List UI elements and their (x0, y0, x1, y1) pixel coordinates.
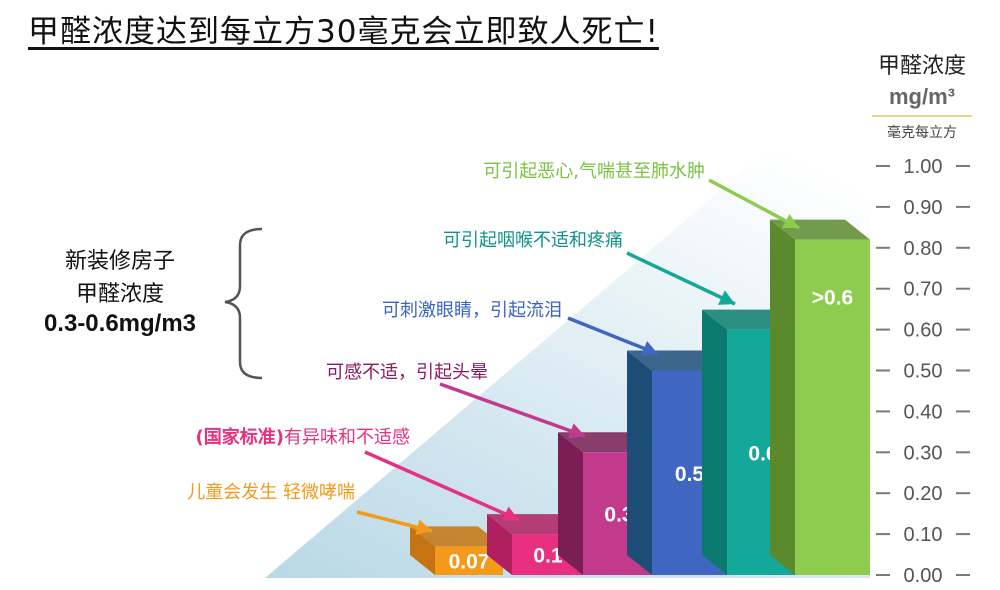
page-title: 甲醛浓度达到每立方30毫克会立即致人死亡! (28, 14, 659, 50)
annotation-arrow-head (568, 423, 585, 439)
y-tick-label: 0.70 (904, 279, 943, 301)
annotation-text: 可感不适，引起头晕 (326, 362, 488, 383)
annotation-arrow-head (641, 341, 658, 356)
annotation-body: 儿童会发生 轻微哮喘 (187, 482, 355, 503)
annotation-2: 可感不适，引起头晕 (326, 362, 586, 439)
annotation-body: 可引起咽喉不适和疼痛 (443, 230, 623, 251)
bar-side (627, 350, 652, 575)
bar-side (702, 309, 727, 575)
annotation-arrow-head (718, 290, 735, 305)
annotation-arrow-head (782, 213, 799, 228)
y-tick-label: 0.20 (904, 483, 943, 505)
bar-label: 0.5 (675, 463, 705, 486)
side-note-line2: 甲醛浓度 (75, 282, 164, 307)
annotation-arrow-head (502, 506, 519, 522)
annotation-text: 可引起咽喉不适和疼痛 (443, 230, 623, 251)
annotation-body: 有异味和不适感 (284, 427, 410, 448)
bar-top (410, 526, 503, 547)
y-tick-label: 1.00 (904, 156, 943, 178)
annotation-text: 可刺激眼睛，引起流泪 (382, 300, 562, 321)
bar-label: 0.1 (533, 545, 563, 568)
bar-side (410, 526, 435, 575)
annotation-arrow-head (415, 519, 432, 536)
annotation-5: 可引起恶心,气喘甚至肺水肿 (483, 161, 800, 230)
bar-front (795, 239, 870, 575)
side-note-range: 0.3-0.6mg/m3 (43, 310, 197, 337)
y-axis-subtitle: 毫克每立方 (887, 124, 957, 141)
annotation-text: (国家标准)有异味和不适感 (196, 426, 410, 448)
annotation-3: 可刺激眼睛，引起流泪 (382, 300, 659, 356)
bar-label: 0.3 (604, 504, 633, 527)
bar-side (558, 432, 583, 575)
annotation-prefix: (国家标准) (196, 426, 284, 448)
y-axis-title: 甲醛浓度 (878, 54, 966, 79)
annotation-4: 可引起咽喉不适和疼痛 (443, 230, 736, 306)
y-tick-label: 0.10 (904, 524, 943, 546)
annotation-arrow-line (626, 251, 736, 306)
y-tick-label: 0.00 (904, 565, 943, 587)
y-tick-label: 0.30 (904, 442, 943, 464)
side-brace (224, 227, 263, 380)
annotations-group: 儿童会发生 轻微哮喘 (国家标准)有异味和不适感 可感不适，引起头晕 可刺激眼睛，引起… (187, 161, 800, 536)
annotation-text: 可引起恶心,气喘甚至肺水肿 (483, 161, 705, 182)
y-axis-unit: mg/m³ (889, 84, 955, 109)
annotation-arrow-line (364, 450, 520, 522)
annotation-1: (国家标准)有异味和不适感 (196, 426, 520, 522)
annotation-text: 儿童会发生 轻微哮喘 (187, 482, 355, 503)
bar-side (487, 514, 512, 575)
annotation-body: 可引起恶心,气喘甚至肺水肿 (483, 161, 705, 182)
bar-label: 0.07 (449, 551, 490, 574)
bar-label: >0.6 (812, 287, 853, 310)
y-tick-label: 0.60 (904, 320, 943, 342)
bar-side (770, 219, 795, 575)
bars-group: 0.07 0.10.30.50.6>0.6 (410, 219, 870, 575)
y-tick-label: 0.80 (904, 238, 943, 260)
annotation-0: 儿童会发生 轻微哮喘 (187, 482, 433, 536)
annotation-body: 可刺激眼睛，引起流泪 (382, 300, 562, 321)
y-axis: 甲醛浓度 mg/m³ 毫克每立方 0.00 0.10 0.20 0.30 0.40 0.50 0.… (872, 54, 972, 587)
annotation-arrow-line (567, 316, 659, 356)
annotation-body: 可感不适，引起头晕 (326, 362, 488, 383)
y-tick-label: 0.40 (904, 401, 943, 423)
side-note-line1: 新装修房子 (64, 249, 175, 274)
annotation-arrow-line (439, 382, 586, 438)
y-tick-label: 0.90 (904, 197, 943, 219)
y-tick-label: 0.50 (904, 361, 943, 383)
annotation-arrow-line (708, 178, 800, 230)
bar-5: >0.6 (770, 219, 870, 575)
